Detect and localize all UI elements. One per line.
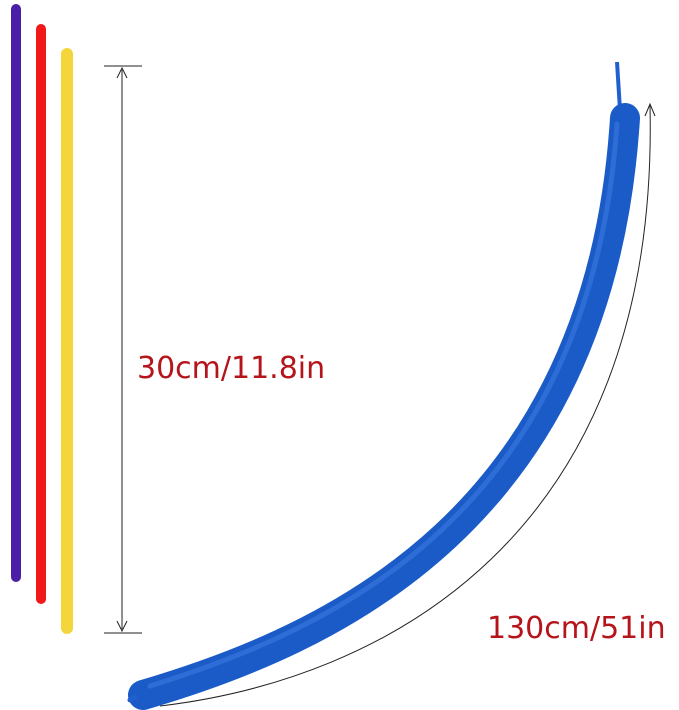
inflated-balloon [127,61,640,710]
red-balloon [36,24,46,604]
uninflated-length-label: 30cm/11.8in [137,351,325,386]
purple-balloon [11,4,21,582]
vertical-measure [104,65,142,634]
inflated-length-label: 130cm/51in [487,611,666,646]
yellow-balloon [61,48,73,634]
curved-measure [159,102,656,707]
uninflated-balloons [11,4,73,634]
